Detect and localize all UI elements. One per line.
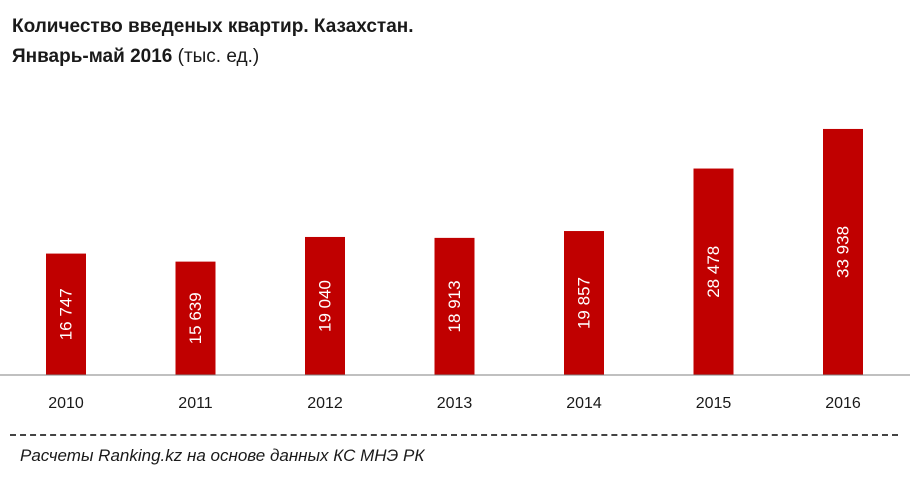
chart-title-line-2: Январь-май 2016 (тыс. ед.): [12, 42, 414, 72]
source-note: Расчеты Ranking.kz на основе данных КС М…: [20, 446, 425, 465]
bar-value-label-2010: 16 747: [57, 288, 76, 340]
bar-2015: [693, 168, 734, 375]
bar-value-label-2011: 15 639: [186, 292, 205, 344]
x-tick-label-2014: 2014: [566, 395, 602, 412]
x-tick-label-2011: 2011: [178, 395, 213, 412]
bar-2013: [434, 237, 475, 375]
divider: [10, 434, 898, 436]
bar-value-label-2012: 19 040: [316, 280, 335, 332]
bar-value-label-2013: 18 913: [445, 280, 464, 332]
bar-chart: 16 747 15 639 19 040 18 913 19 857 28 478 33 9…: [0, 128, 910, 412]
x-tick-label-2016: 2016: [825, 395, 861, 412]
bar-value-label-2015: 28 478: [704, 246, 723, 298]
chart-title: Количество введеных квартир. Казахстан. …: [12, 12, 414, 72]
bars-group: 16 747 15 639 19 040 18 913 19 857 28 478 33 9…: [46, 128, 863, 375]
bar-2010: [46, 253, 86, 375]
x-tick-label-2015: 2015: [696, 395, 732, 412]
bar-value-label-2016: 33 938: [834, 226, 853, 278]
x-tick-labels: 2010 2011 2012 2013 2014 2015 2016: [48, 395, 861, 412]
bar-2012: [305, 236, 345, 375]
chart-title-period: Январь-май 2016: [12, 46, 173, 67]
bar-2011: [175, 261, 216, 375]
bar-2014: [564, 231, 604, 375]
bar-value-label-2014: 19 857: [575, 277, 594, 329]
x-tick-label-2010: 2010: [48, 395, 84, 412]
x-tick-label-2012: 2012: [307, 395, 343, 412]
chart-title-unit: (тыс. ед.): [177, 46, 260, 67]
chart-title-line-1: Количество введеных квартир. Казахстан.: [12, 16, 414, 37]
x-tick-label-2013: 2013: [437, 395, 473, 412]
bar-2016: [823, 128, 863, 375]
